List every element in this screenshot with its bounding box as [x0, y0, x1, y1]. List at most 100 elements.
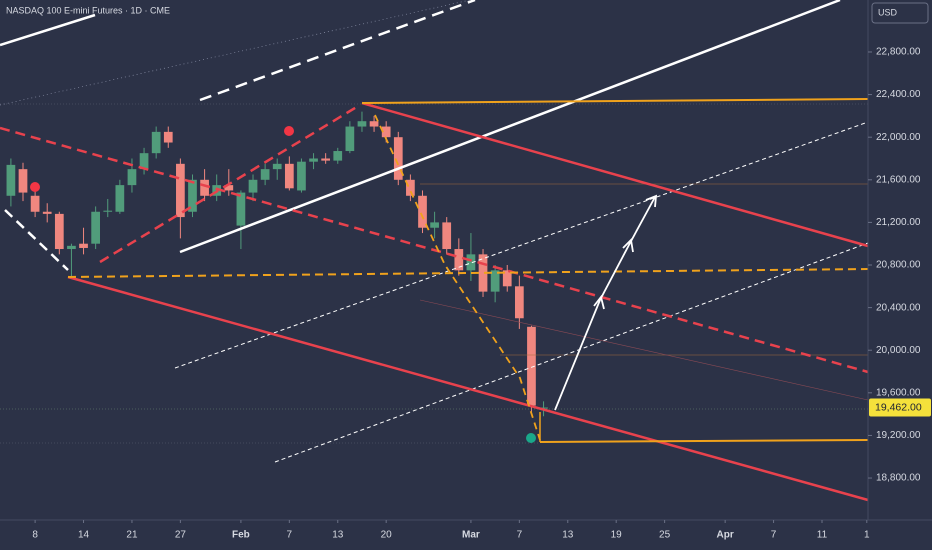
- red-line: [361, 101, 869, 248]
- candle-body: [272, 163, 282, 170]
- orange-line: [539, 439, 869, 443]
- x-tick-label: 8: [32, 530, 38, 541]
- red-dashed-line: [0, 126, 869, 374]
- y-tick-label: 22,000.00: [876, 132, 921, 143]
- candle-body: [345, 126, 355, 152]
- drawings: [0, 0, 869, 502]
- candle-body: [115, 185, 125, 212]
- candle-body: [67, 245, 76, 250]
- projection-arrow: [554, 196, 656, 411]
- currency-box[interactable]: [871, 2, 929, 24]
- last-price-label: 19,462.00: [875, 401, 922, 413]
- white-dashed-line: [199, 0, 476, 102]
- orange-line: [361, 98, 869, 104]
- candle-body: [127, 169, 137, 186]
- x-tick-label: 20: [381, 530, 393, 541]
- candle-body: [406, 179, 415, 196]
- candle-body: [79, 243, 88, 248]
- arrow-head: [593, 294, 605, 310]
- candle-body: [139, 153, 149, 170]
- thin-line: [419, 299, 869, 401]
- candle-body: [103, 210, 113, 212]
- currency[interactable]: USD: [878, 7, 898, 17]
- y-tick-label: 19,600.00: [876, 387, 921, 398]
- y-tick-label: 21,200.00: [876, 217, 921, 228]
- x-tick-label: Mar: [462, 530, 480, 541]
- x-tick-label: 1: [864, 530, 870, 541]
- candle-body: [442, 222, 452, 250]
- candle-body: [466, 254, 476, 271]
- dotted-line: [274, 242, 869, 463]
- candle-body: [333, 151, 343, 161]
- arrow-head: [645, 194, 658, 208]
- candle-body: [527, 326, 536, 406]
- y-tick-label: 22,400.00: [876, 89, 921, 100]
- candle-body: [478, 254, 488, 292]
- candle-body: [54, 213, 64, 250]
- candle-body: [248, 179, 258, 193]
- candle-body: [418, 195, 427, 228]
- x-tick-label: 19: [611, 530, 623, 541]
- candle-body: [284, 163, 294, 189]
- candle-body: [18, 169, 28, 193]
- x-tick-label: Apr: [717, 530, 734, 541]
- candle-body: [369, 121, 379, 127]
- candle-body: [321, 158, 331, 161]
- chart-title: NASDAQ 100 E-mini Futures · 1D · CME: [6, 5, 170, 15]
- price-axis: [868, 0, 932, 550]
- y-tick-label: 20,000.00: [876, 345, 921, 356]
- candle-body: [539, 407, 548, 409]
- white-line: [179, 0, 841, 254]
- x-tick-label: 14: [78, 530, 90, 541]
- candle-body: [454, 249, 464, 271]
- x-tick-label: 13: [332, 530, 344, 541]
- candle-body: [430, 222, 439, 228]
- dotted-line: [174, 121, 869, 369]
- red-line: [67, 275, 869, 502]
- white-dashed-line: [4, 209, 69, 271]
- candle-body: [297, 161, 306, 191]
- candle-body: [502, 270, 512, 287]
- red-dashed-line: [99, 103, 361, 264]
- last-price-box: [869, 398, 931, 417]
- y-tick-label: 20,800.00: [876, 260, 921, 271]
- arrow-head: [622, 238, 634, 253]
- signal-dot: [30, 182, 40, 192]
- candle-body: [393, 137, 403, 180]
- candle-body: [260, 169, 270, 180]
- candle-body: [42, 211, 52, 214]
- orange-path: [374, 114, 541, 441]
- signal-dot: [526, 433, 536, 443]
- candle-body: [151, 131, 161, 154]
- x-tick-label: 7: [287, 530, 293, 541]
- x-tick-label: 25: [659, 530, 671, 541]
- y-tick-label: 22,800.00: [876, 47, 921, 58]
- candle-body: [490, 270, 500, 292]
- x-tick-label: 7: [517, 530, 523, 541]
- candle-body: [91, 211, 100, 244]
- candle-body: [30, 195, 40, 212]
- x-tick-label: 7: [771, 530, 777, 541]
- signal-dot: [284, 126, 294, 136]
- y-tick-label: 18,800.00: [876, 473, 921, 484]
- candle-body: [381, 126, 391, 138]
- x-tick-label: 13: [562, 530, 574, 541]
- candle-body: [309, 158, 318, 162]
- candles: [6, 111, 548, 417]
- candle-body: [6, 164, 16, 196]
- candle-body: [188, 179, 197, 212]
- candle-body: [514, 286, 524, 319]
- white-line: [0, 13, 96, 47]
- x-tick-label: Feb: [232, 530, 250, 541]
- candle-body: [163, 131, 173, 143]
- x-tick-label: 27: [175, 530, 187, 541]
- x-tick-label: 21: [126, 530, 138, 541]
- candle-body: [224, 185, 234, 191]
- x-tick-label: 11: [817, 530, 828, 541]
- y-tick-label: 19,200.00: [876, 430, 921, 441]
- y-tick-label: 21,600.00: [876, 174, 921, 185]
- candle-body: [176, 163, 185, 218]
- y-tick-label: 20,400.00: [876, 302, 921, 313]
